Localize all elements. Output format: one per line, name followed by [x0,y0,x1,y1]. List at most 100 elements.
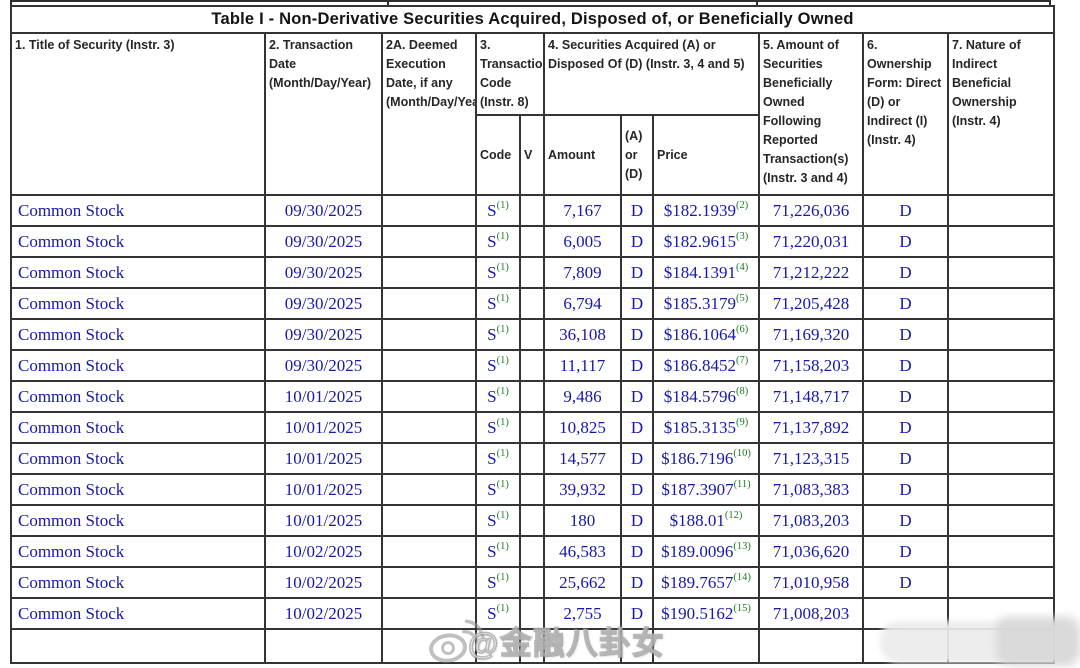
shares-owned-cell: 71,226,036 [758,194,864,227]
subheader-a-or-d: (A) or (D) [620,114,654,196]
footnote-link[interactable]: (1) [496,323,509,335]
footnote-link[interactable]: (1) [496,354,509,366]
transaction-date-cell: 10/02/2025 [264,597,383,630]
footnote-link[interactable]: (1) [496,571,509,583]
security-title: Common Stock [18,417,125,437]
shares-owned-value: 71,083,203 [772,510,850,530]
acquired-disposed-code: D [630,572,644,592]
v-cell [519,349,545,382]
transaction-row: Common Stock 09/30/2025 S(1) 7,809 D $18… [10,256,1056,289]
ownership-form-code: D [899,479,912,499]
acquired-disposed-code: D [630,386,644,406]
transaction-row: Common Stock 10/02/2025 S(1) 25,662 D $1… [10,566,1056,599]
shares-owned-value: 71,212,222 [772,262,850,282]
acquired-disposed-cell: D [620,318,654,351]
footnote-link[interactable]: (14) [733,571,751,583]
price-value: $188.01 [669,510,725,530]
price-cell: $187.3907(11) [652,473,760,506]
transaction-date: 10/02/2025 [284,541,363,561]
shares-owned-cell: 71,083,203 [758,504,864,537]
deemed-execution-cell [381,194,477,227]
price-value: $182.1939 [663,200,736,220]
amount-cell: 7,809 [543,256,622,289]
footnote-link[interactable]: (15) [733,602,751,614]
amount-value: 14,577 [559,448,606,468]
footnote-link[interactable]: (8) [736,385,749,397]
footnote-link[interactable]: (5) [736,292,749,304]
footnote-link[interactable]: (12) [724,509,743,521]
table-title: Table I - Non-Derivative Securities Acqu… [9,5,1056,34]
ownership-form-cell: D [862,566,949,599]
security-title-cell: Common Stock [10,349,266,382]
shares-owned-cell: 71,137,892 [758,411,864,444]
transaction-row: Common Stock 09/30/2025 S(1) 11,117 D $1… [10,349,1056,382]
footnote-link[interactable]: (7) [736,354,749,366]
transaction-date: 10/01/2025 [284,479,363,499]
transaction-date-cell: 10/02/2025 [264,535,383,568]
amount-value: 9,486 [563,386,602,406]
amount-cell: 46,583 [543,535,622,568]
footnote-link[interactable]: (1) [496,602,509,614]
price-cell: $184.5796(8) [652,380,760,413]
deemed-execution-cell [381,318,477,351]
footnote-link[interactable]: (13) [733,540,751,552]
footnote-link[interactable]: (1) [496,292,509,304]
footnote-link[interactable]: (1) [496,199,509,211]
amount-value: 6,794 [563,293,602,313]
acquired-disposed-cell: D [620,256,654,289]
transaction-date: 09/30/2025 [284,293,363,313]
price-value: $182.9615 [663,231,736,251]
transaction-code: S [487,355,497,375]
footnote-link[interactable]: (1) [496,385,509,397]
amount-value: 39,932 [559,479,606,499]
footnote-link[interactable]: (3) [736,230,749,242]
deemed-execution-cell [381,442,477,475]
amount-cell: 25,662 [543,566,622,599]
price-value: $187.3907 [661,479,734,499]
footnote-link[interactable]: (4) [736,261,749,273]
amount-value: 7,809 [563,262,602,282]
deemed-execution-cell [381,504,477,537]
nature-indirect-cell [946,597,1056,630]
footnote-link[interactable]: (6) [736,323,749,335]
ownership-form-cell: D [862,318,949,351]
transaction-code-cell: S(1) [475,597,521,630]
deemed-execution-cell [381,380,477,413]
security-title: Common Stock [18,603,125,623]
footnote-link[interactable]: (11) [733,478,751,490]
acquired-disposed-code: D [630,510,644,530]
acquired-disposed-code: D [630,200,644,220]
amount-value: 6,005 [563,231,602,251]
footnote-link[interactable]: (1) [496,416,509,428]
footnote-link[interactable]: (2) [736,199,749,211]
ownership-form-cell: D [862,225,949,258]
footnote-link[interactable]: (1) [496,261,509,273]
ownership-form-cell: D [862,380,949,413]
footnote-link[interactable]: (9) [736,416,749,428]
ownership-form-code: D [899,448,912,468]
amount-cell: 6,794 [543,287,622,320]
footnote-link[interactable]: (1) [496,540,509,552]
footnote-link[interactable]: (10) [733,447,751,459]
nature-indirect-cell [946,442,1056,475]
footnote-link[interactable]: (1) [496,509,509,521]
price-cell: $189.7657(14) [652,566,760,599]
v-cell [519,318,545,351]
footnote-link[interactable]: (1) [496,230,509,242]
sliver-tick [756,2,758,7]
security-title: Common Stock [18,479,125,499]
security-title-cell: Common Stock [10,566,266,599]
security-title-cell: Common Stock [10,318,266,351]
ownership-form-code: D [899,293,912,313]
price-value: $185.3179 [663,293,736,313]
transaction-date: 10/01/2025 [284,417,363,437]
transaction-code: S [487,417,497,437]
footnote-link[interactable]: (1) [496,447,509,459]
sliver-tick [10,2,12,7]
footnote-link[interactable]: (1) [496,478,509,490]
shares-owned-cell: 71,169,320 [758,318,864,351]
security-title: Common Stock [18,572,125,592]
v-cell [519,287,545,320]
shares-owned-value: 71,036,620 [772,541,850,561]
security-title-cell: Common Stock [10,597,266,630]
